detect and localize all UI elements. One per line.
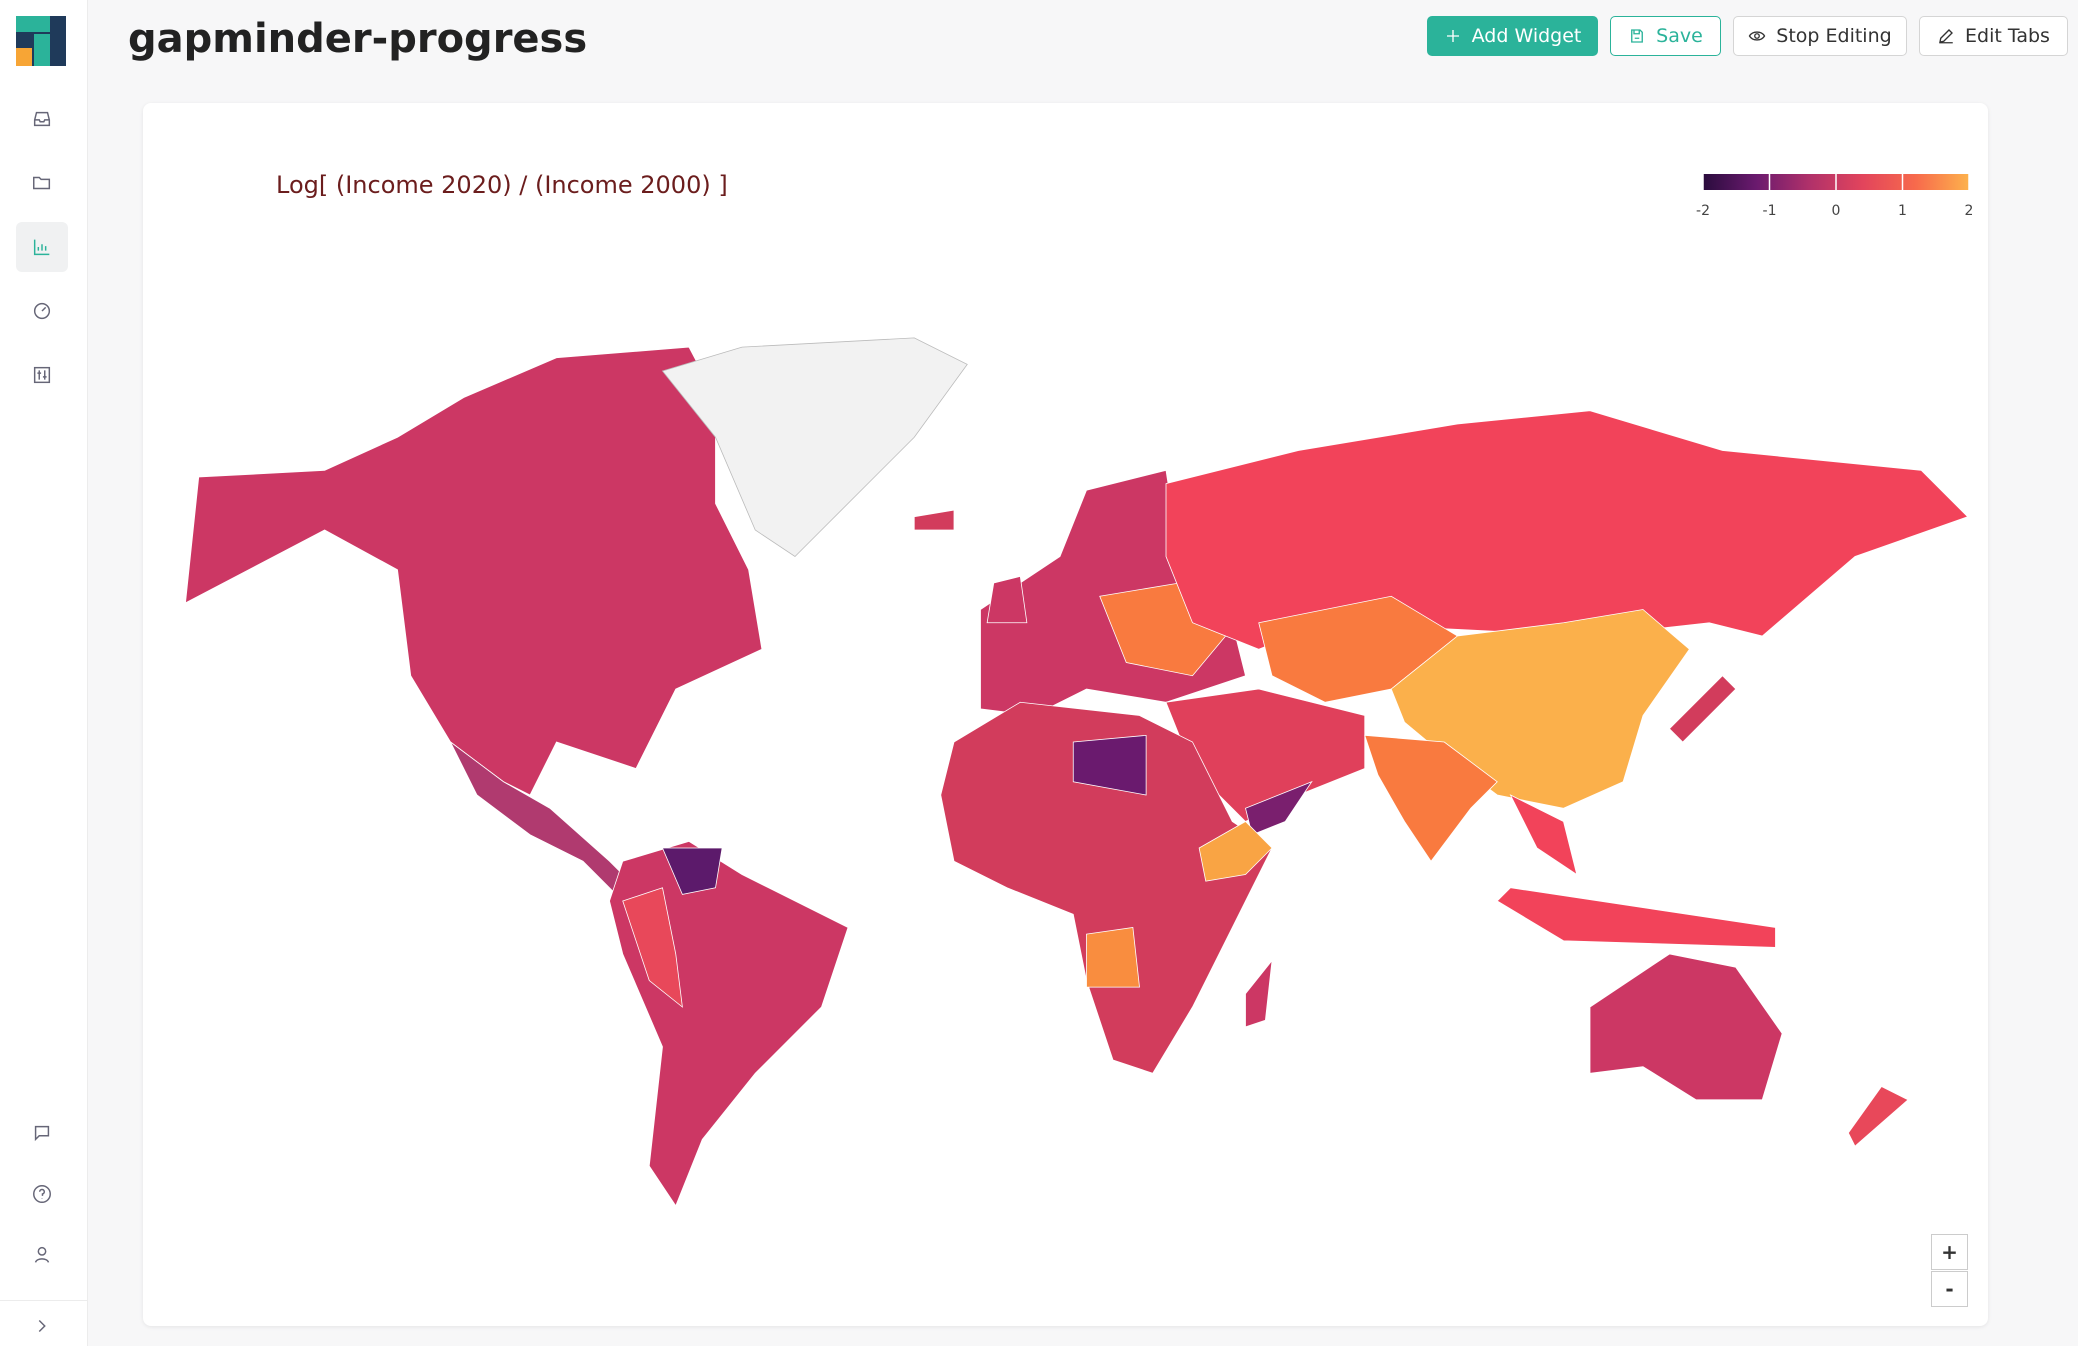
region <box>1509 794 1578 876</box>
button-label: Stop Editing <box>1776 25 1892 47</box>
zoom-out[interactable]: - <box>1931 1271 1968 1307</box>
nav-settings[interactable] <box>16 350 68 400</box>
colorbar-tick-label: -2 <box>1696 203 1710 219</box>
button-label: Save <box>1656 25 1703 47</box>
divider <box>0 1300 87 1301</box>
add-widget-button[interactable]: Add Widget <box>1427 16 1598 56</box>
region <box>1496 887 1776 948</box>
region <box>185 346 763 796</box>
region <box>1364 734 1498 862</box>
zoom-in[interactable]: + <box>1931 1234 1968 1270</box>
region <box>661 847 723 895</box>
region <box>1165 410 1969 650</box>
button-label: Edit Tabs <box>1965 25 2050 47</box>
logo <box>16 16 66 66</box>
nav-inbox[interactable] <box>16 94 68 144</box>
region <box>1086 927 1140 988</box>
region <box>1589 953 1783 1101</box>
button-label: Add Widget <box>1471 25 1582 47</box>
sidebar <box>0 0 88 1346</box>
nav-folders[interactable] <box>16 158 68 208</box>
stop-editing-button[interactable]: Stop Editing <box>1733 16 1907 56</box>
colorbar-tick-label: 1 <box>1898 203 1907 219</box>
region <box>913 509 955 531</box>
edit-tabs-button[interactable]: Edit Tabs <box>1919 16 2068 56</box>
region <box>622 887 683 1008</box>
colorbar-tick-label: 2 <box>1965 203 1974 219</box>
region <box>986 575 1028 624</box>
nav-charts[interactable] <box>16 222 68 272</box>
colorbar-tick-label: -1 <box>1763 203 1777 219</box>
region <box>1198 821 1273 882</box>
region <box>1668 675 1737 743</box>
save-button[interactable]: Save <box>1610 16 1721 56</box>
nav-dashboards[interactable] <box>16 286 68 336</box>
nav-profile[interactable] <box>16 1230 68 1280</box>
region <box>940 701 1273 1074</box>
region <box>1072 734 1147 796</box>
nav-expand[interactable] <box>16 1306 68 1346</box>
page-title: gapminder-progress <box>128 16 588 62</box>
widget-card: Log[ (Income 2020) / (Income 2000) ] -2-… <box>143 103 1988 1326</box>
nav-feedback[interactable] <box>16 1108 68 1158</box>
chart-title: Log[ (Income 2020) / (Income 2000) ] <box>276 171 728 199</box>
colorbar: -2 -1 0 1 2 <box>1696 174 1974 219</box>
nav-help[interactable] <box>16 1169 68 1219</box>
world-map <box>185 337 1969 1207</box>
colorbar-tick-label: 0 <box>1832 203 1841 219</box>
region <box>661 337 968 558</box>
region <box>1245 959 1273 1028</box>
region <box>1847 1085 1909 1147</box>
